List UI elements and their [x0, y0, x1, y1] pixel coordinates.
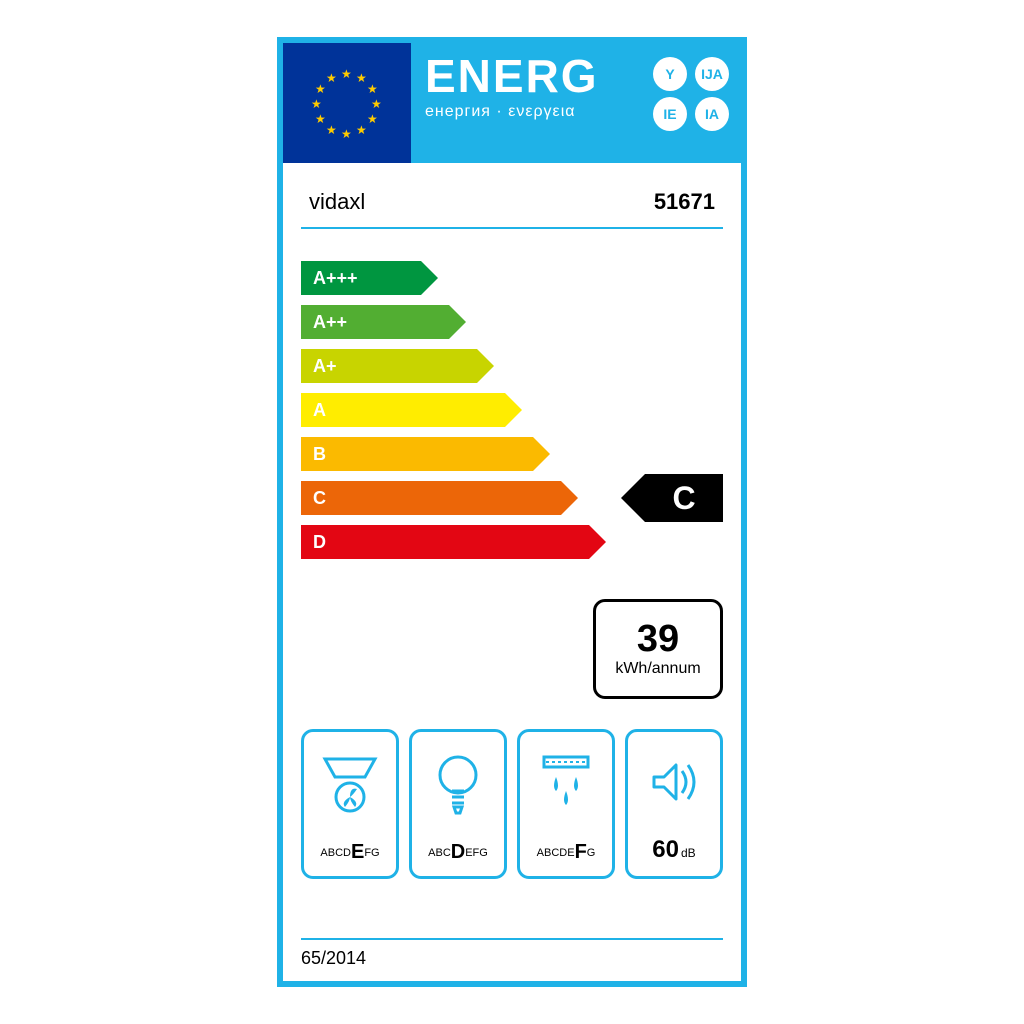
efficiency-arrow: C [301, 481, 561, 515]
efficiency-arrow-label: A+++ [313, 268, 358, 289]
divider [301, 938, 723, 940]
pictogram-class-scale: ABCDEFG [537, 841, 596, 864]
sound-icon [644, 742, 704, 822]
efficiency-arrow-label: B [313, 444, 326, 465]
lang-suffix-badge: IE [653, 97, 687, 131]
eu-flag: ★★★★★★★★★★★★ [283, 43, 411, 163]
eu-stars-icon: ★★★★★★★★★★★★ [307, 63, 387, 143]
supplier-row: vidaxl 51671 [283, 163, 741, 227]
efficiency-arrow: A+ [301, 349, 477, 383]
energy-label: ★★★★★★★★★★★★ ENERG енергия · ενεργεια YI… [277, 37, 747, 987]
hood-fan-icon [320, 742, 380, 822]
consumption-box: 39 kWh/annum [593, 599, 723, 699]
efficiency-arrow: B [301, 437, 533, 471]
efficiency-arrow: A [301, 393, 505, 427]
efficiency-arrow: D [301, 525, 589, 559]
efficiency-arrow-label: A++ [313, 312, 347, 333]
pictogram-class-scale: ABCDEFG [320, 841, 379, 864]
filter-drops-icon [536, 742, 596, 822]
pictogram-grease_filter: ABCDEFG [517, 729, 615, 879]
lang-suffix-badge: IA [695, 97, 729, 131]
energy-lang-suffixes: YIJAIEIA [653, 57, 731, 131]
pictogram-noise: 60dB [625, 729, 723, 879]
model-number: 51671 [654, 189, 715, 215]
efficiency-arrow-label: D [313, 532, 326, 553]
rating-letter: C [672, 480, 695, 517]
label-footer: 65/2014 [283, 928, 741, 981]
consumption-unit: kWh/annum [615, 660, 700, 678]
label-header: ★★★★★★★★★★★★ ENERG енергия · ενεργεια YI… [283, 43, 741, 163]
pictogram-fluid_dynamic: ABCDEFG [301, 729, 399, 879]
supplier-name: vidaxl [309, 189, 365, 215]
header-title-block: ENERG енергия · ενεργεια YIJAIEIA [411, 43, 741, 163]
lang-suffix-badge: Y [653, 57, 687, 91]
efficiency-scale: C 39 kWh/annum A+++A++A+ABCD [283, 229, 741, 589]
efficiency-arrow-label: A+ [313, 356, 337, 377]
regulation-number: 65/2014 [301, 948, 723, 969]
lang-suffix-badge: IJA [695, 57, 729, 91]
rating-pointer: C [645, 474, 723, 522]
pictogram-noise-value: 60dB [652, 836, 695, 864]
pictogram-lighting: ABCDEFG [409, 729, 507, 879]
pictogram-row: ABCDEFG ABCDEFG ABCDEFG 60dB [283, 729, 741, 879]
efficiency-arrow-label: C [313, 488, 326, 509]
consumption-value: 39 [637, 620, 679, 658]
efficiency-arrow: A++ [301, 305, 449, 339]
efficiency-arrow: A+++ [301, 261, 421, 295]
pictogram-class-scale: ABCDEFG [428, 841, 488, 864]
efficiency-arrow-label: A [313, 400, 326, 421]
bulb-icon [428, 742, 488, 822]
